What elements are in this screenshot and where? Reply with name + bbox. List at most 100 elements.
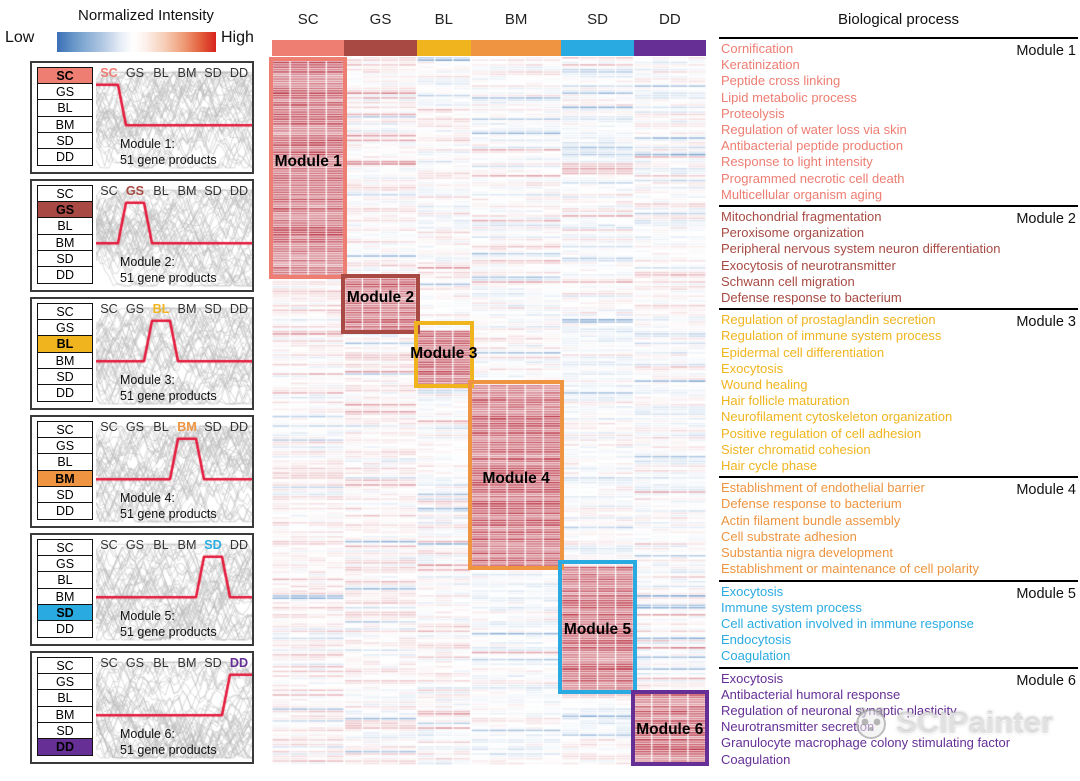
condition-color-strip-sc — [272, 40, 345, 56]
heatmap-condition-label-sd: SD — [587, 11, 608, 28]
module-caption-line2: 51 gene products — [120, 153, 217, 167]
module-box-label-6: Module 6 — [636, 720, 704, 738]
profile-label-sc: SC — [100, 420, 118, 434]
module-caption-line2: 51 gene products — [120, 271, 217, 285]
process-item: Programmed necrotic cell death — [721, 170, 905, 186]
module-section-label-5: Module 5 — [1016, 585, 1076, 602]
process-item: Regulation of prostaglandin secretion — [721, 312, 936, 328]
process-item: Immune system process — [721, 599, 862, 615]
profile-label-sd: SD — [204, 538, 222, 552]
module-box-label-5: Module 5 — [563, 620, 632, 638]
condition-cell-dd: DD — [38, 502, 92, 520]
condition-cell-gs: GS — [38, 320, 92, 337]
profile-label-dd: DD — [229, 538, 249, 552]
profile-label-gs: GS — [125, 656, 145, 670]
process-item: Establishment or maintenance of cell pol… — [721, 561, 979, 577]
condition-cell-sd: SD — [38, 368, 92, 385]
profile-label-sd: SD — [204, 302, 222, 316]
process-item: Exocytosis — [721, 583, 784, 599]
condition-cell-gs: GS — [38, 438, 92, 455]
process-item: Epidermal cell differentiation — [721, 344, 885, 360]
heatmap-condition-label-bm: BM — [504, 11, 528, 28]
module-box-label-2: Module 2 — [346, 289, 415, 307]
condition-color-strip-bm — [470, 40, 562, 56]
profile-condition-labels: SC GS BL BM SD DD — [96, 302, 252, 316]
profile-label-sc: SC — [100, 538, 118, 552]
profile-label-bm: BM — [177, 66, 197, 80]
condition-cell-bl: BL — [38, 454, 92, 471]
process-item: Defense response to bacterium — [721, 290, 902, 306]
process-item: Regulation of neuronal synaptic plastici… — [721, 702, 957, 718]
condition-cell-dd: DD — [38, 738, 92, 756]
profile-condition-labels: SC GS BL BM SD DD — [96, 656, 252, 670]
module-panel-3: SC GS BL BM SD DD SC GS BL BM SD DD Module 3: 51 gene… — [30, 297, 254, 410]
condition-color-strip-bl — [416, 40, 471, 56]
process-section-3: Module 3 Regulation of prostaglandin secr… — [719, 308, 1078, 476]
process-item: Hair cycle phase — [721, 458, 818, 474]
condition-color-strip-gs — [344, 40, 417, 56]
profile-label-dd: DD — [229, 656, 249, 670]
module-panel-4: SC GS BL BM SD DD SC GS BL BM SD DD Module 4: 51 gene… — [30, 415, 254, 528]
process-item: Exocytosis — [721, 670, 784, 686]
module-caption-line2: 51 gene products — [120, 625, 217, 639]
profile-label-gs: GS — [125, 66, 145, 80]
condition-cell-sc: SC — [38, 422, 92, 439]
condition-color-strip-sd — [561, 40, 634, 56]
legend-low-label: Low — [5, 29, 35, 46]
process-item: Sister chromatid cohesion — [721, 441, 871, 457]
condition-cell-sc: SC — [38, 304, 92, 321]
profile-label-bm: BM — [177, 302, 197, 316]
profile-label-bl: BL — [153, 184, 169, 198]
process-item: Antibacterial humoral response — [721, 686, 901, 702]
profile-condition-labels: SC GS BL BM SD DD — [96, 538, 252, 552]
process-item: Granulocyte macrophage colony stimulatin… — [721, 735, 1011, 751]
condition-cell-dd: DD — [38, 266, 92, 284]
module-box-2 — [341, 274, 420, 334]
profile-label-bl: BL — [153, 538, 169, 552]
process-item: Cell activation involved in immune respo… — [721, 615, 974, 631]
module-caption-line2: 51 gene products — [120, 389, 217, 403]
process-item: Exocytosis — [721, 360, 784, 376]
profile-label-bl: BL — [153, 420, 169, 434]
condition-cell-sd: SD — [38, 486, 92, 503]
process-item: Establishment of endothelial barrier — [721, 480, 925, 496]
condition-cell-bl: BL — [38, 690, 92, 707]
condition-cell-sc: SC — [38, 540, 92, 557]
profile-label-sc: SC — [100, 184, 118, 198]
heatmap-condition-label-bl: BL — [434, 11, 453, 28]
condition-cell-sc: SC — [38, 658, 92, 675]
process-item: Mitochondrial fragmentation — [721, 209, 882, 225]
module-box-3 — [413, 320, 474, 388]
process-item: Coagulation — [721, 648, 791, 664]
profile-label-bm: BM — [177, 656, 197, 670]
module-caption-line1: Module 1: — [120, 137, 175, 151]
process-item: Actin filament bundle assembly — [721, 512, 901, 528]
profile-label-sc: SC — [100, 302, 118, 316]
condition-cell-gs: GS — [38, 674, 92, 691]
module-panel-2: SC GS BL BM SD DD SC GS BL BM SD DD Module 2: 51 gene… — [30, 179, 254, 292]
profile-label-gs: GS — [125, 420, 145, 434]
profile-label-gs: GS — [125, 538, 145, 552]
module-box-6 — [630, 689, 709, 766]
process-section-1: Module 1 Cornification Keratinization Pepti… — [719, 37, 1078, 205]
legend-gradient — [57, 32, 216, 52]
profile-label-dd: DD — [229, 420, 249, 434]
process-section-2: Module 2 Mitochondrial fragmentation Perox… — [719, 205, 1078, 308]
process-item: Regulation of immune system process — [721, 328, 942, 344]
module-panel-1: SC GS BL BM SD DD SC GS BL BM SD DD Module 1: 51 gene… — [30, 61, 254, 174]
condition-cell-bm: BM — [38, 352, 92, 369]
profile-label-gs: GS — [125, 184, 145, 198]
profile-plot-canvas — [96, 421, 252, 525]
condition-cell-sd: SD — [38, 604, 92, 621]
condition-cell-bm: BM — [38, 588, 92, 605]
condition-table: SC GS BL BM SD DD — [37, 657, 93, 757]
module-box-label-4: Module 4 — [482, 469, 550, 487]
profile-label-dd: DD — [229, 66, 249, 80]
process-item: Multicellular organism aging — [721, 186, 883, 202]
legend-title: Normalized Intensity — [78, 7, 214, 24]
module-section-label-4: Module 4 — [1016, 482, 1076, 499]
module-caption-line2: 51 gene products — [120, 507, 217, 521]
condition-cell-bl: BL — [38, 336, 92, 353]
profile-condition-labels: SC GS BL BM SD DD — [96, 420, 252, 434]
process-item: Defense response to bacterium — [721, 496, 902, 512]
